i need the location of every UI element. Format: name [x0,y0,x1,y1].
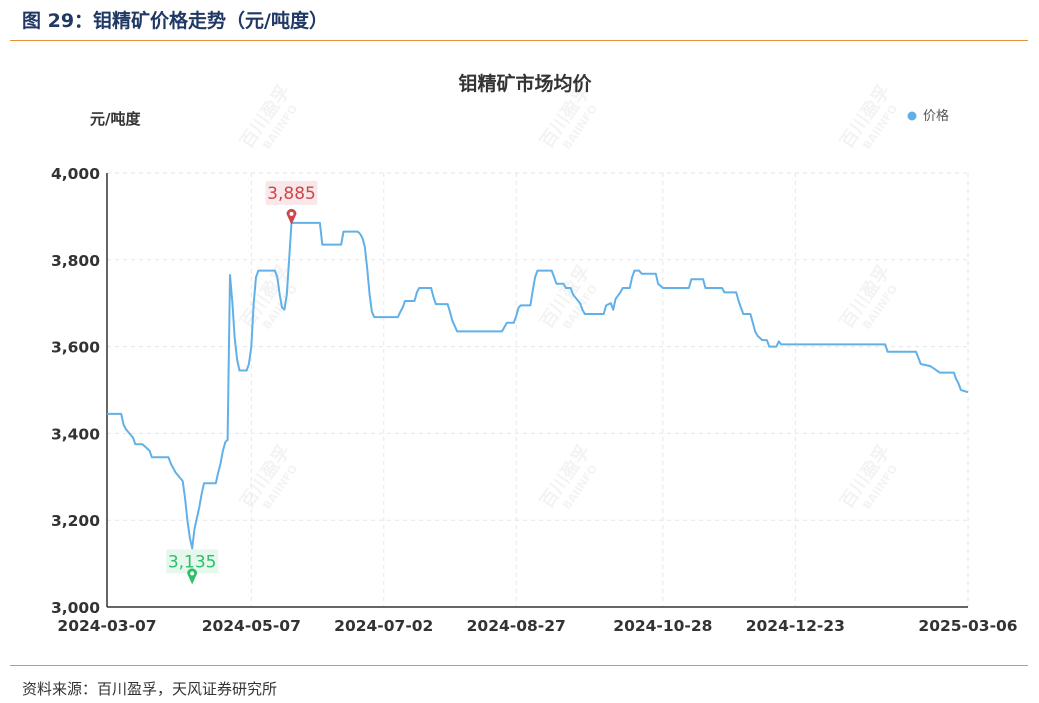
y-tick-label: 3,200 [51,512,100,530]
x-tick-label: 2025-03-06 [918,617,1017,635]
x-tick-label: 2024-08-27 [467,617,566,635]
price-series-line[interactable] [107,221,969,550]
y-axis-unit: 元/吨度 [90,110,141,128]
max-marker-pin [286,208,297,225]
y-tick-label: 3,400 [51,425,100,443]
source-note: 资料来源：百川盈孚，天风证券研究所 [22,680,278,698]
extreme-markers: 3,885 3,135 [166,180,318,585]
y-tick-label: 3,000 [51,599,100,617]
max-marker-pin-dot [289,211,294,216]
legend[interactable]: 价格 [907,108,950,124]
watermark: 百川盈孚BAIINFO [835,81,900,153]
max-marker: 3,885 [265,180,318,225]
x-tick-label: 2024-12-23 [746,617,845,635]
watermark: 百川盈孚BAIINFO [235,261,300,333]
min-marker-label-bg [166,549,219,574]
chart-title: 钼精矿市场均价 [458,72,592,95]
x-tick-label: 2024-03-07 [57,617,156,635]
grid [107,172,969,607]
y-tick-label: 3,800 [51,252,100,270]
watermark-layer: 百川盈孚BAIINFO 百川盈孚BAIINFO 百川盈孚BAIINFO 百川盈孚BAI… [235,81,900,513]
figure-title: 图 29：钼精矿价格走势（元/吨度） [22,10,328,32]
watermark: 百川盈孚BAIINFO [835,261,900,333]
y-tick-label: 4,000 [51,165,100,183]
legend-marker [907,111,917,121]
top-rule [10,40,1028,41]
legend-label: 价格 [923,108,949,124]
watermark: 百川盈孚BAIINFO [235,81,300,153]
min-marker: 3,135 [166,549,219,585]
bottom-rule [10,665,1028,666]
min-marker-pin-dot [190,571,195,576]
watermark: 百川盈孚BAIINFO [835,441,900,513]
watermark: 百川盈孚BAIINFO [535,441,600,513]
min-marker-pin [187,568,198,585]
x-axis-ticks: 2024-03-07 2024-05-07 2024-07-02 2024-08-27… [57,617,1017,635]
watermark: 百川盈孚BAIINFO [235,441,300,513]
max-marker-label: 3,885 [267,184,316,204]
chart: 百川盈孚BAIINFO 百川盈孚BAIINFO 百川盈孚BAIINFO 百川盈孚BAI… [51,72,1018,635]
x-tick-label: 2024-10-28 [613,617,712,635]
watermark: 百川盈孚BAIINFO [535,261,600,333]
max-marker-label-bg [265,180,318,205]
y-tick-label: 3,600 [51,339,100,357]
x-tick-label: 2024-07-02 [334,617,433,635]
y-axis-ticks: 3,000 3,200 3,400 3,600 3,800 4,000 [51,165,100,617]
x-tick-label: 2024-05-07 [202,617,301,635]
min-marker-label: 3,135 [168,552,217,572]
